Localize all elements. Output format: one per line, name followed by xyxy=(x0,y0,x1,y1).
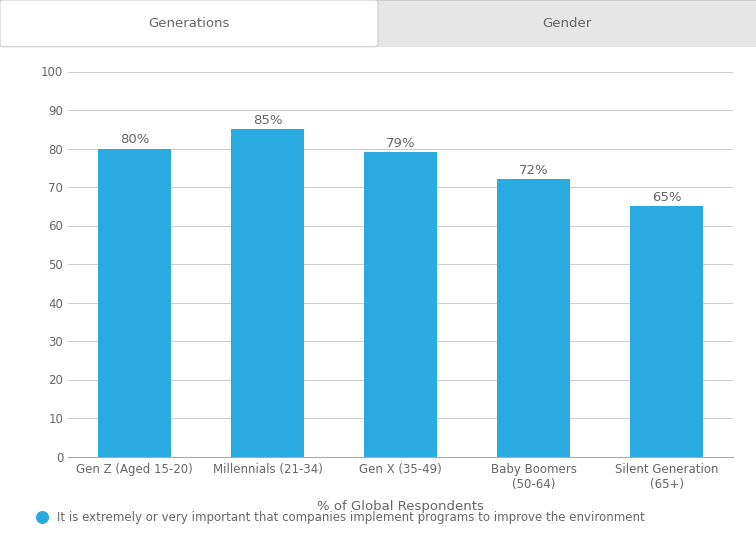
X-axis label: % of Global Respondents: % of Global Respondents xyxy=(318,500,484,513)
Bar xyxy=(364,152,437,456)
Bar xyxy=(631,206,703,456)
Text: 80%: 80% xyxy=(120,133,149,146)
Bar xyxy=(98,148,171,456)
Bar xyxy=(497,179,570,456)
Text: It is extremely or very important that companies implement programs to improve t: It is extremely or very important that c… xyxy=(57,510,644,524)
Text: Gender: Gender xyxy=(542,17,592,30)
Text: 72%: 72% xyxy=(519,164,549,177)
Point xyxy=(36,513,48,521)
Text: Generations: Generations xyxy=(148,17,230,30)
Bar xyxy=(231,129,304,456)
Text: 65%: 65% xyxy=(652,191,682,204)
Text: 79%: 79% xyxy=(386,137,416,150)
Text: 85%: 85% xyxy=(253,114,283,127)
